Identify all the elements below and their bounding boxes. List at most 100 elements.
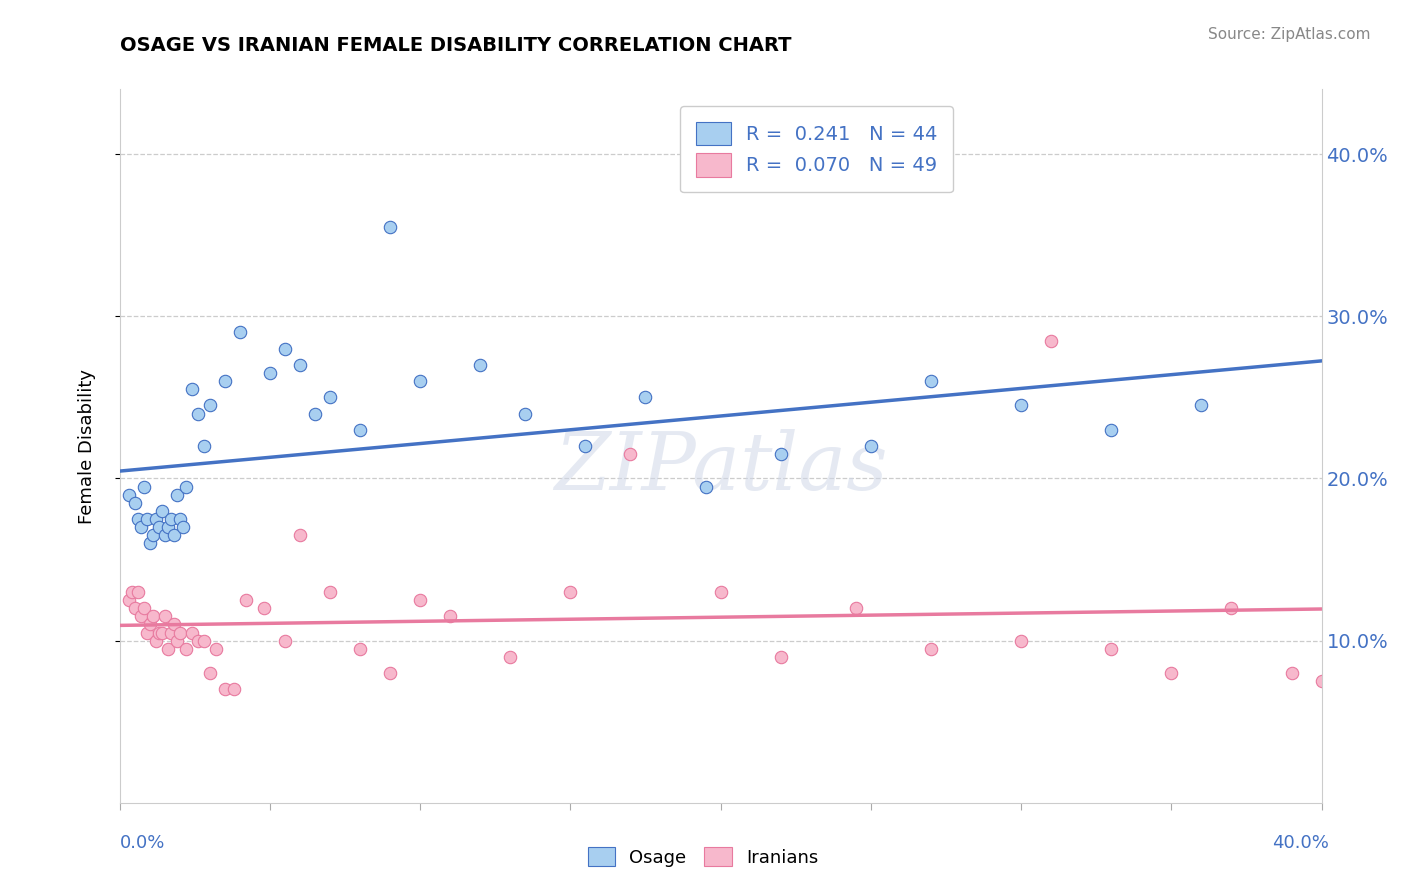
Y-axis label: Female Disability: Female Disability <box>77 368 96 524</box>
Point <box>162 617 184 632</box>
Text: Source: ZipAtlas.com: Source: ZipAtlas.com <box>1208 27 1371 42</box>
Point <box>274 633 297 648</box>
Point <box>150 625 173 640</box>
Point <box>1010 399 1032 413</box>
Point <box>142 609 165 624</box>
Text: ZIPatlas: ZIPatlas <box>554 429 887 506</box>
Point <box>574 439 596 453</box>
Text: OSAGE VS IRANIAN FEMALE DISABILITY CORRELATION CHART: OSAGE VS IRANIAN FEMALE DISABILITY CORRE… <box>120 36 792 54</box>
Point <box>259 366 281 380</box>
Point <box>859 439 882 453</box>
Point <box>138 536 160 550</box>
Text: 0.0%: 0.0% <box>120 834 165 852</box>
Point <box>135 625 157 640</box>
Point <box>145 512 167 526</box>
Point <box>288 358 311 372</box>
Point <box>845 601 868 615</box>
Point <box>920 641 942 656</box>
Point <box>378 666 401 681</box>
Point <box>709 585 731 599</box>
Point <box>159 625 181 640</box>
Point <box>319 585 342 599</box>
Point <box>166 488 188 502</box>
Point <box>378 220 401 235</box>
Point <box>1010 633 1032 648</box>
Point <box>129 520 152 534</box>
Point <box>1099 423 1122 437</box>
Point <box>228 326 252 340</box>
Point <box>409 593 432 607</box>
Point <box>560 585 582 599</box>
Point <box>319 390 342 404</box>
Point <box>468 358 492 372</box>
Point <box>1310 674 1333 689</box>
Point <box>150 504 173 518</box>
Point <box>156 641 179 656</box>
Point <box>304 407 326 421</box>
Point <box>769 447 792 461</box>
Point <box>1281 666 1303 681</box>
Point <box>153 609 176 624</box>
Point <box>148 520 170 534</box>
Point <box>1160 666 1182 681</box>
Point <box>138 617 160 632</box>
Point <box>180 625 202 640</box>
Point <box>174 479 197 493</box>
Point <box>288 528 311 542</box>
Point <box>124 496 146 510</box>
Point <box>1189 399 1212 413</box>
Point <box>222 682 245 697</box>
Point <box>1040 334 1063 348</box>
Point <box>180 382 202 396</box>
Point <box>156 520 179 534</box>
Point <box>169 625 191 640</box>
Point <box>117 488 139 502</box>
Point <box>142 528 165 542</box>
Point <box>153 528 176 542</box>
Point <box>174 641 197 656</box>
Point <box>253 601 276 615</box>
Legend: R =  0.241   N = 44, R =  0.070   N = 49: R = 0.241 N = 44, R = 0.070 N = 49 <box>681 106 953 193</box>
Point <box>515 407 537 421</box>
Point <box>121 585 143 599</box>
Point <box>409 374 432 388</box>
Point <box>187 407 209 421</box>
Point <box>214 682 236 697</box>
Point <box>198 666 221 681</box>
Point <box>349 641 371 656</box>
Point <box>193 439 215 453</box>
Point <box>187 633 209 648</box>
Point <box>129 609 152 624</box>
Point <box>695 479 717 493</box>
Point <box>634 390 657 404</box>
Point <box>1099 641 1122 656</box>
Point <box>166 633 188 648</box>
Point <box>349 423 371 437</box>
Legend: Osage, Iranians: Osage, Iranians <box>581 840 825 874</box>
Point <box>148 625 170 640</box>
Point <box>439 609 461 624</box>
Point <box>162 528 184 542</box>
Point <box>204 641 226 656</box>
Text: 40.0%: 40.0% <box>1272 834 1329 852</box>
Point <box>499 649 522 664</box>
Point <box>214 374 236 388</box>
Point <box>172 520 194 534</box>
Point <box>1220 601 1243 615</box>
Point <box>198 399 221 413</box>
Point <box>769 649 792 664</box>
Point <box>135 512 157 526</box>
Point <box>132 479 155 493</box>
Point <box>132 601 155 615</box>
Point <box>619 447 641 461</box>
Point <box>159 512 181 526</box>
Point <box>127 512 149 526</box>
Point <box>169 512 191 526</box>
Point <box>127 585 149 599</box>
Point <box>117 593 139 607</box>
Point <box>193 633 215 648</box>
Point <box>124 601 146 615</box>
Point <box>920 374 942 388</box>
Point <box>145 633 167 648</box>
Point <box>235 593 257 607</box>
